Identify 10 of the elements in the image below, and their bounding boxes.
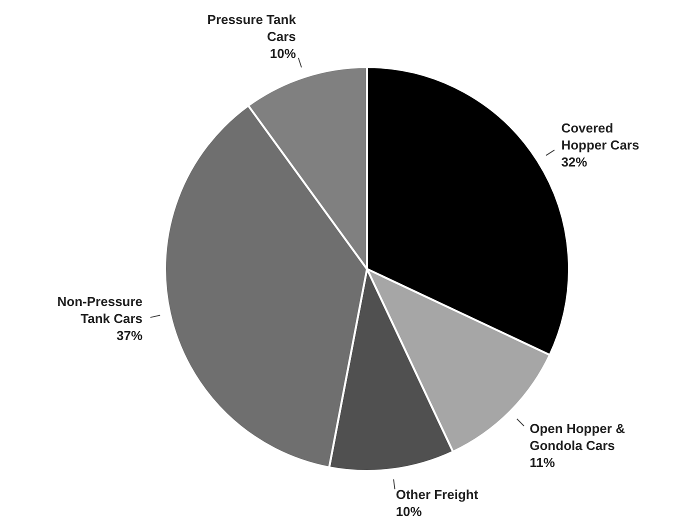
data-label: 32% [561,154,588,170]
data-label: 10% [396,504,422,519]
slice-label: Open Hopper & Gondola Cars [530,421,625,454]
data-label: 11% [530,455,556,470]
slice-label: Pressure Tank Cars [207,12,297,44]
slice-label: Other Freight [396,486,479,502]
data-label: 10% [270,46,296,61]
slice-label: Non-Pressure Tank Cars [57,294,143,326]
data-label: 37% [116,328,143,343]
slice-label: Covered Hopper Cars [561,120,640,152]
